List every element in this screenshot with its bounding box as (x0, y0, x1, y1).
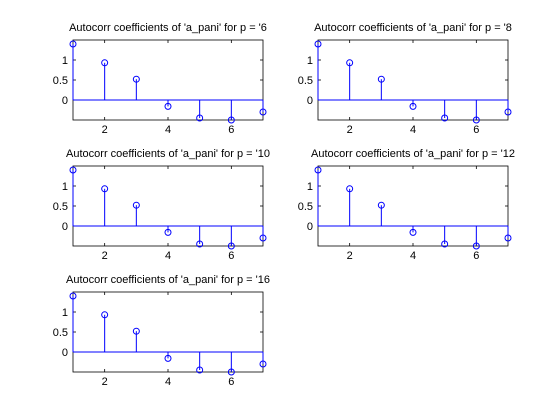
stem-marker (504, 234, 512, 242)
stem-marker (314, 40, 322, 48)
stem-marker (132, 327, 140, 335)
stem-marker (409, 228, 417, 236)
x-tick-label: 6 (473, 124, 479, 136)
x-tick-label: 4 (165, 124, 171, 136)
stem-marker (132, 75, 140, 83)
axes-box (317, 165, 509, 247)
stem-marker (472, 242, 480, 250)
stem-marker (101, 311, 109, 319)
x-tick-label: 2 (102, 376, 108, 388)
stem-marker (132, 201, 140, 209)
y-tick-label: 0.5 (53, 327, 68, 339)
x-tick-label: 6 (228, 376, 234, 388)
x-tick-label: 6 (228, 124, 234, 136)
y-tick-label: 0 (62, 221, 68, 233)
y-tick-label: 1 (307, 181, 313, 193)
x-tick-label: 6 (228, 250, 234, 262)
stem-marker (346, 59, 354, 67)
stem-marker (259, 108, 267, 116)
stem-marker (504, 108, 512, 116)
subplot-2: Autocorr coefficients of 'a_pani' for p … (298, 22, 512, 136)
stem-marker (196, 114, 204, 122)
chart-title: Autocorr coefficients of 'a_pani' for p … (66, 274, 270, 286)
stem-marker (346, 185, 354, 193)
stem-marker (196, 240, 204, 248)
axes-box (72, 291, 264, 373)
y-tick-label: 1 (62, 181, 68, 193)
x-tick-label: 4 (165, 250, 171, 262)
y-tick-label: 0 (307, 221, 313, 233)
stem-marker (69, 40, 77, 48)
subplot-4: Autocorr coefficients of 'a_pani' for p … (298, 148, 515, 262)
y-tick-label: 1 (62, 55, 68, 67)
stem-marker (314, 166, 322, 174)
subplot-3: Autocorr coefficients of 'a_pani' for p … (53, 148, 270, 262)
stem-marker (164, 228, 172, 236)
y-tick-label: 0 (307, 95, 313, 107)
subplot-1: Autocorr coefficients of 'a_pani' for p … (53, 22, 267, 136)
x-tick-label: 2 (102, 250, 108, 262)
stem-marker (259, 234, 267, 242)
axes-box (317, 39, 509, 121)
stem-marker (69, 292, 77, 300)
y-tick-label: 0 (62, 347, 68, 359)
chart-title: Autocorr coefficients of 'a_pani' for p … (311, 148, 515, 160)
stem-marker (164, 102, 172, 110)
stem-marker (69, 166, 77, 174)
x-tick-label: 2 (347, 250, 353, 262)
axes-box (72, 39, 264, 121)
y-tick-label: 0.5 (298, 75, 313, 87)
stem-marker (196, 366, 204, 374)
stem-marker (101, 185, 109, 193)
stem-marker (164, 354, 172, 362)
stem-marker (227, 368, 235, 376)
stem-marker (409, 102, 417, 110)
x-tick-label: 4 (410, 124, 416, 136)
stem-marker (472, 116, 480, 124)
stem-marker (227, 116, 235, 124)
stem-marker (227, 242, 235, 250)
y-tick-label: 1 (62, 307, 68, 319)
stem-marker (441, 114, 449, 122)
stem-marker (377, 75, 385, 83)
x-tick-label: 2 (102, 124, 108, 136)
y-tick-label: 0.5 (53, 201, 68, 213)
y-tick-label: 0.5 (298, 201, 313, 213)
x-tick-label: 2 (347, 124, 353, 136)
x-tick-label: 4 (410, 250, 416, 262)
y-tick-label: 0.5 (53, 75, 68, 87)
stem-marker (441, 240, 449, 248)
chart-title: Autocorr coefficients of 'a_pani' for p … (66, 148, 270, 160)
stem-marker (259, 360, 267, 368)
chart-title: Autocorr coefficients of 'a_pani' for p … (69, 22, 267, 34)
x-tick-label: 6 (473, 250, 479, 262)
axes-box (72, 165, 264, 247)
chart-title: Autocorr coefficients of 'a_pani' for p … (314, 22, 512, 34)
y-tick-label: 1 (307, 55, 313, 67)
x-tick-label: 4 (165, 376, 171, 388)
stem-marker (101, 59, 109, 67)
subplot-5: Autocorr coefficients of 'a_pani' for p … (53, 274, 270, 388)
y-tick-label: 0 (62, 95, 68, 107)
stem-marker (377, 201, 385, 209)
